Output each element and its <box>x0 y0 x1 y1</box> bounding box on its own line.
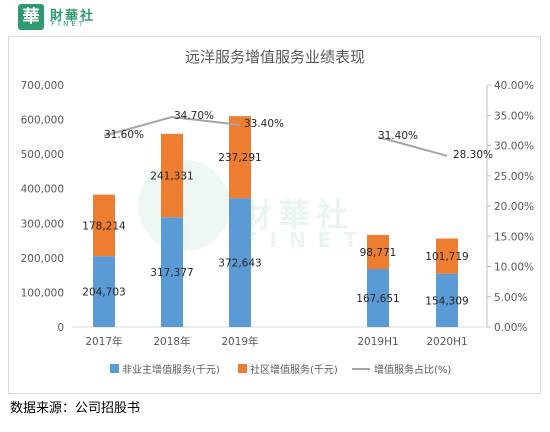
bar-data-label: 154,309 <box>425 295 468 307</box>
x-tick-label: 2019年 <box>221 335 258 348</box>
bar-data-label: 241,331 <box>150 171 193 183</box>
y-right-tick-label: 10.00% <box>494 262 534 274</box>
bar-community <box>229 116 251 199</box>
watermark-emblem <box>138 160 230 252</box>
bar-community <box>161 133 183 218</box>
y-right-tick-label: 0.00% <box>494 322 527 334</box>
bar-non-owner <box>436 273 458 327</box>
y-right-tick-label: 35.00% <box>494 110 534 122</box>
legend-label: 非业主增值服务(千元) <box>122 363 220 376</box>
x-tick-label: 2017年 <box>85 335 122 348</box>
y-left-tick-label: 100,000 <box>21 287 64 299</box>
y-right-tick-label: 20.00% <box>494 201 534 213</box>
bar-data-label: 167,651 <box>356 293 399 305</box>
watermark-en: FINET <box>244 228 370 252</box>
bar-non-owner <box>93 256 115 327</box>
x-tick-label: 2018年 <box>153 335 190 348</box>
y-right-tick-label: 5.00% <box>494 292 527 304</box>
bar-data-label: 101,719 <box>425 251 468 263</box>
bar-non-owner <box>161 217 183 327</box>
bar-community <box>436 238 458 274</box>
watermark-cn: 財華社 <box>240 196 355 234</box>
y-left-tick-label: 700,000 <box>21 80 64 92</box>
bar-data-label: 372,643 <box>218 258 261 270</box>
line-data-label: 31.40% <box>378 130 418 142</box>
bar-non-owner <box>229 198 251 327</box>
line-data-label: 33.40% <box>244 118 284 130</box>
y-left-tick-label: 300,000 <box>21 218 64 230</box>
legend-swatch <box>110 364 119 373</box>
y-left-tick-label: 400,000 <box>21 184 64 196</box>
legend-label: 社区增值服务(千元) <box>250 363 338 376</box>
logo-mark: 華 <box>18 4 44 30</box>
bar-community <box>93 194 115 257</box>
legend-swatch <box>238 364 247 373</box>
bar-data-label: 98,771 <box>360 247 397 259</box>
line-data-label: 34.70% <box>174 110 214 122</box>
chart-title: 远洋服务增值服务业绩表现 <box>185 48 365 66</box>
line-data-label: 28.30% <box>453 149 493 161</box>
line-data-label: 31.60% <box>104 129 144 141</box>
bar-data-label: 237,291 <box>218 152 261 164</box>
y-right-tick-label: 15.00% <box>494 231 534 243</box>
data-source: 数据来源：公司招股书 <box>10 401 141 416</box>
x-tick-label: 2019H1 <box>357 336 398 348</box>
y-right-tick-label: 40.00% <box>494 80 534 92</box>
logo-name-en: FINET <box>51 20 87 28</box>
bar-non-owner <box>367 269 389 327</box>
y-left-tick-label: 0 <box>57 322 64 334</box>
legend-label: 增值服务占比(%) <box>374 363 451 376</box>
ratio-line-segment <box>377 136 448 157</box>
y-left-tick-label: 500,000 <box>21 149 64 161</box>
y-right-tick-label: 25.00% <box>494 171 534 183</box>
x-tick-label: 2020H1 <box>426 336 467 348</box>
bar-data-label: 317,377 <box>150 267 193 279</box>
bar-data-label: 204,703 <box>82 287 125 299</box>
finet-logo: 華 財華社 FINET <box>18 4 138 32</box>
logo-name-cn: 財華社 <box>50 9 96 24</box>
y-left-tick-label: 200,000 <box>21 253 64 265</box>
bar-data-label: 178,214 <box>82 220 126 232</box>
y-left-tick-label: 600,000 <box>21 115 64 127</box>
bar-community <box>367 234 389 270</box>
ratio-line-segment <box>103 116 241 137</box>
y-right-tick-label: 30.00% <box>494 141 534 153</box>
